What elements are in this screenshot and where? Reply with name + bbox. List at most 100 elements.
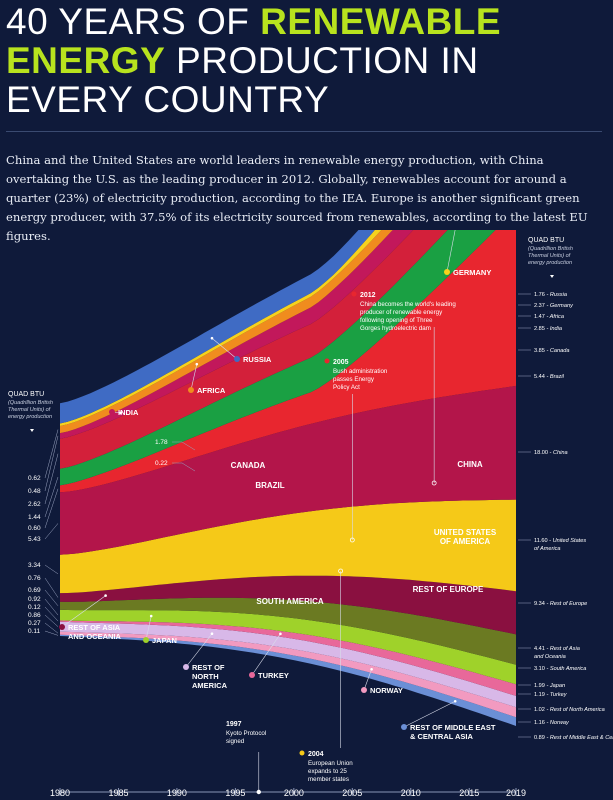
band-label: BRAZIL — [255, 481, 284, 490]
x-tick-label: 1990 — [167, 788, 187, 798]
x-tick-label: 1985 — [108, 788, 128, 798]
end-value-label: 1.47 - Africa — [534, 314, 564, 320]
start-leader-line — [44, 435, 59, 492]
unit-sublabel: (Quadrillion British — [528, 246, 573, 252]
title-highlight-energy: ENERGY — [6, 40, 166, 81]
start-value-label: 5.43 — [28, 536, 41, 543]
event-text: Kyoto Protocol — [226, 730, 266, 737]
start-value-label: 1.78 — [155, 439, 168, 446]
band-canada — [60, 230, 448, 469]
end-value-label: 2.37 - Germany — [534, 303, 574, 309]
band-south-america — [60, 597, 516, 665]
start-leader-line — [44, 429, 59, 479]
callout-label: NORWAY — [370, 686, 403, 695]
start-value-label: 0.12 — [28, 604, 41, 611]
callout-label: REST OF ASIA — [68, 623, 121, 632]
x-tick-label: 1980 — [50, 788, 70, 798]
callout-label: TURKEY — [258, 671, 289, 680]
event-text: Gorges hydroelectric dam — [360, 325, 431, 332]
band-rest-of-north-america — [60, 621, 516, 708]
event-text: member states — [308, 776, 349, 783]
event-text: expands to 25 — [308, 768, 347, 775]
end-value-label: 4.41 - Rest of Asia — [534, 646, 580, 652]
end-value-label: 11.60 - United States — [534, 538, 586, 544]
start-value-label: 0.60 — [28, 525, 41, 532]
start-leader-line — [44, 523, 59, 540]
start-value-label: 1.44 — [28, 514, 41, 521]
unit-sublabel: energy production — [8, 414, 52, 420]
start-leader-line — [44, 614, 59, 627]
end-value-label: 3.10 - South America — [534, 666, 586, 672]
callout-leader-line — [185, 633, 213, 668]
callout-anchor-dot — [119, 411, 123, 415]
start-leader-line — [44, 577, 59, 598]
band-label: CHINA — [457, 460, 483, 469]
callout-leader-line — [211, 337, 238, 360]
callout-label: AND OCEANIA — [68, 632, 122, 641]
start-leader-line — [172, 441, 196, 451]
end-value-label: 0.89 - Rest of Middle East & Central Asi… — [534, 735, 613, 741]
end-value-label: 1.76 - Russia — [534, 292, 567, 298]
end-value-label: 1.16 - Norway — [534, 720, 570, 726]
unit-sublabel: Thermal Units) of — [8, 407, 51, 413]
callout-label: & CENTRAL ASIA — [410, 732, 474, 741]
legend-dot-icon — [188, 387, 194, 393]
x-tick-label: 2005 — [342, 788, 362, 798]
legend-dot-icon — [361, 687, 367, 693]
legend-dot-icon — [444, 269, 450, 275]
event-marker-icon — [299, 750, 305, 756]
callout-label: AFRICA — [197, 386, 226, 395]
event-year: 1997 — [226, 721, 242, 728]
legend-dot-icon — [183, 664, 189, 670]
band-turkey — [60, 620, 516, 696]
band-india — [60, 230, 414, 439]
legend-dot-icon — [59, 624, 65, 630]
event-dot — [256, 789, 261, 795]
event-dot — [349, 537, 355, 543]
title-part-2: PRODUCTION IN EVERY COUNTRY — [6, 40, 479, 120]
start-leader-line — [172, 462, 196, 472]
start-value-label: 0.62 — [28, 475, 41, 482]
legend-dot-icon — [109, 409, 115, 415]
band-united-states-of-america — [60, 385, 516, 555]
legend-dot-icon — [234, 356, 240, 362]
title-part-1: 40 YEARS OF — [6, 1, 261, 42]
start-leader-line — [44, 630, 59, 636]
start-value-label: 0.22 — [155, 460, 168, 467]
event-dot — [338, 568, 344, 574]
x-tick-label: 2000 — [284, 788, 304, 798]
callout-anchor-dot — [210, 632, 214, 635]
start-leader-line — [44, 598, 59, 616]
start-value-label: 3.34 — [28, 562, 41, 569]
title-divider — [6, 131, 602, 132]
unit-sublabel: energy production — [528, 260, 572, 266]
legend-dot-icon — [143, 637, 149, 643]
start-value-label: 0.92 — [28, 596, 41, 603]
legend-dot-icon — [249, 672, 255, 678]
callout-label: AMERICA — [192, 681, 228, 690]
event-text: Policy Act — [333, 384, 360, 391]
unit-arrow-icon — [30, 429, 34, 432]
callout-label: GERMANY — [453, 268, 491, 277]
unit-arrow-icon — [550, 275, 554, 278]
event-year: 2012 — [360, 292, 376, 299]
start-value-label: 0.27 — [28, 620, 41, 627]
band-russia — [60, 230, 375, 424]
unit-sublabel: Thermal Units) of — [528, 253, 571, 259]
callout-leader-line — [251, 633, 281, 676]
callout-leader-line — [145, 615, 152, 641]
callout-anchor-dot — [149, 614, 153, 618]
callout-anchor-dot — [279, 632, 282, 636]
event-year: 2004 — [308, 751, 324, 758]
callout-anchor-dot — [453, 699, 457, 703]
start-leader-line — [44, 622, 59, 634]
band-label: REST OF EUROPE — [413, 585, 484, 594]
band-brazil — [60, 230, 496, 486]
band-rest-of-asia-and-oceania — [60, 575, 516, 635]
band-rest-of-europe — [60, 499, 516, 594]
callout-label: RUSSIA — [243, 355, 272, 364]
legend-dot-icon — [401, 724, 407, 730]
callout-anchor-dot — [104, 594, 107, 597]
band-label: SOUTH AMERICA — [256, 597, 323, 606]
